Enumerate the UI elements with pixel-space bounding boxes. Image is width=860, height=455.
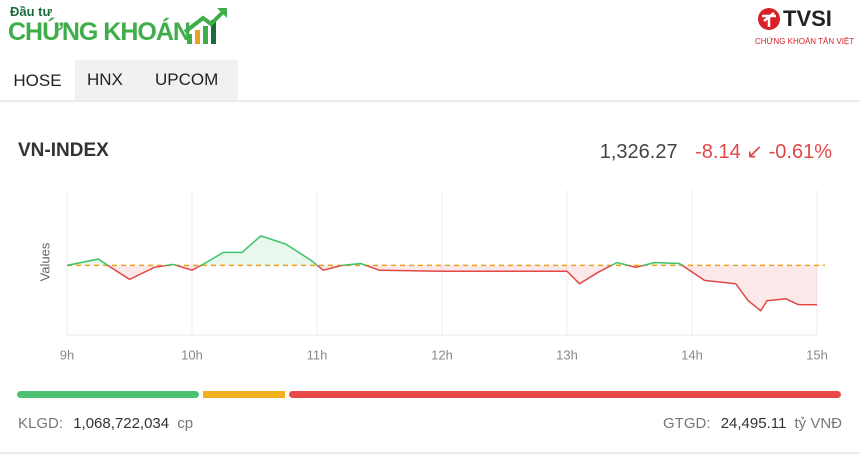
area [67, 235, 817, 311]
chart: Values 9h 10h 11h 12h 13h 14h 15h [37, 190, 828, 362]
partner-name: TVSI [783, 6, 832, 31]
logo-icon [183, 8, 227, 44]
turnover-unit: tỷ VNĐ [794, 415, 842, 432]
partner-icon [758, 8, 780, 30]
volume-label: KLGD: [18, 415, 64, 432]
breadth-down [289, 391, 841, 398]
x-tick-label: 14h [681, 347, 703, 362]
turnover: GTGD: 24,495.11 tỷ VNĐ [663, 415, 842, 432]
x-tick-label: 9h [60, 347, 74, 362]
turnover-value: 24,495.11 [720, 415, 787, 432]
volume-value: 1,068,722,034 [73, 415, 170, 432]
index-value: 1,326.27 [599, 141, 678, 163]
breadth-flat [203, 391, 285, 398]
logo-main: CHỨNG KHOÁN [8, 18, 191, 46]
turnover-label: GTGD: [663, 415, 711, 432]
tab[interactable]: UPCOM [155, 70, 219, 89]
x-tick-label: 13h [556, 347, 578, 362]
x-tick-label: 11h [307, 347, 328, 362]
partner-sub: CHỨNG KHOÁN TÂN VIỆT [755, 37, 855, 46]
x-tick-label: 10h [181, 347, 203, 362]
index-name: VN-INDEX [18, 140, 109, 161]
logo-top: Đầu tư [10, 4, 52, 19]
divider [0, 100, 860, 102]
index-change: -8.14 [695, 141, 741, 163]
tab[interactable]: HNX [87, 70, 123, 89]
divider [0, 452, 860, 454]
y-axis-label: Values [37, 242, 52, 281]
index-quote: 1,326.27 -8.14 ↙ -0.61% [600, 139, 832, 164]
index-change-pct: -0.61% [768, 141, 832, 163]
tab-bg [75, 60, 238, 100]
index-arrow: ↙ [746, 141, 764, 163]
volume-unit: cp [177, 415, 194, 432]
breadth-up [17, 391, 199, 398]
x-tick-label: 15h [806, 347, 828, 362]
volume: KLGD: 1,068,722,034 cp [18, 415, 193, 432]
x-tick-label: 12h [431, 347, 453, 362]
tab[interactable]: HOSE [0, 61, 75, 101]
line [66, 235, 818, 312]
